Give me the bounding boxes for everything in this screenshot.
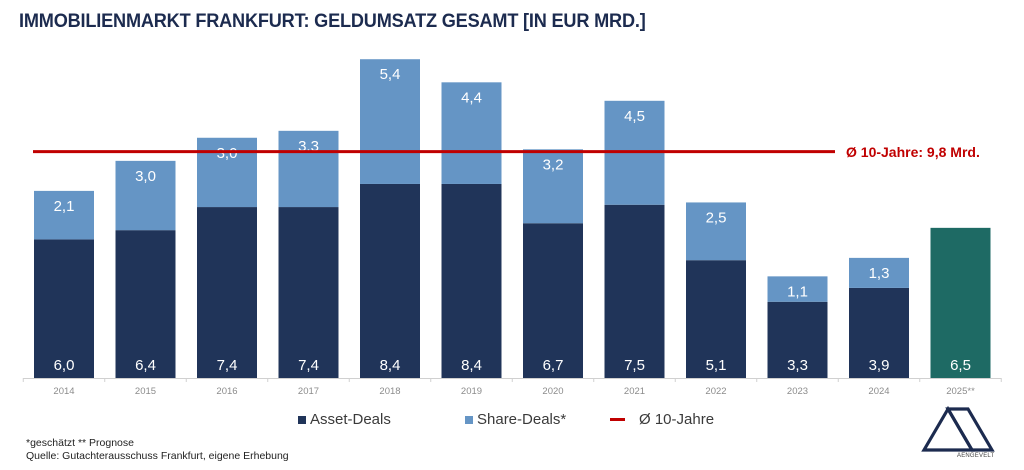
share-deals-bar [849,257,909,288]
legend-label: Ø 10-Jahre [639,411,715,428]
share-deals-swatch [465,415,473,424]
share-deals-value-label: 3,0 [135,168,156,185]
x-tick-label: 2018 [379,386,400,397]
share-deals-value-label: 1,1 [787,283,808,300]
asset-deals-value-label: 7,4 [217,357,238,374]
footnote-source: Quelle: Gutachterausschuss Frankfurt, ei… [26,450,289,462]
share-deals-value-label: 3,2 [543,156,564,173]
share-deals-bar [523,149,583,224]
asset-deals-value-label: 3,9 [869,357,890,374]
asset-deals-bar [523,223,583,378]
asset-deals-bar [278,207,339,378]
legend: Asset-Deals Share-Deals* Ø 10-Jahre [0,411,1024,431]
legend-item-share-deals: Share-Deals* [465,411,566,428]
legend-item-asset-deals: Asset-Deals [298,411,391,428]
share-deals-value-label: 4,5 [624,108,645,125]
asset-deals-bar [34,239,94,378]
x-tick-label: 2014 [53,386,74,397]
x-tick-label: 2016 [216,386,237,397]
share-deals-bar [197,137,257,208]
chart-title: IMMOBILIENMARKT FRANKFURT: GELDUMSATZ GE… [19,10,646,32]
x-tick-label: 2025** [946,386,975,397]
asset-deals-bar [767,301,828,378]
share-deals-bar [767,276,828,302]
asset-deals-bar [115,230,176,378]
x-axis: 2014 2015 2016 2017 2018 2019 2020 2021 2022 2023… [22,378,1002,397]
asset-deals-bar [849,287,909,378]
asset-deals-value-label: 6,7 [543,357,564,374]
asset-deals-value-label: 7,5 [624,357,645,374]
asset-deals-value-label: 6,5 [950,357,971,374]
asset-deals-swatch [298,415,306,424]
x-tick-label: 2024 [868,386,889,397]
share-deals-value-label: 1,3 [869,265,890,282]
legend-label: Share-Deals* [477,411,567,428]
share-deals-value-label: 2,1 [54,198,75,215]
share-deals-bar [278,130,339,208]
asset-deals-value-label: 5,1 [706,357,727,374]
asset-deals-value-label: 8,4 [461,357,482,374]
asset-deals-bar [360,183,420,378]
x-tick-label: 2021 [624,386,645,397]
logo-text: AENGEVELT [957,453,995,459]
asset-deals-bar [197,207,257,378]
share-deals-value-label: 4,4 [461,89,482,106]
asset-deals-bar [441,183,502,378]
legend-label: Asset-Deals [310,411,391,428]
asset-deals-bar [604,204,665,378]
average-line-label: Ø 10-Jahre: 9,8 Mrd. [846,144,980,160]
asset-deals-value-label: 6,4 [135,357,156,374]
share-deals-bar [360,59,420,184]
aengevelt-logo-icon [921,405,995,452]
share-deals-bar [686,202,746,261]
asset-deals-bar [686,260,746,378]
footnote-legend: *geschätzt ** Prognose [26,437,134,449]
share-deals-bar [115,160,176,231]
x-tick-label: 2020 [542,386,563,397]
share-deals-value-label: 2,5 [706,209,727,226]
average-line-swatch [610,418,625,421]
legend-item-average: Ø 10-Jahre [610,411,714,428]
share-deals-value-label: 3,0 [217,145,238,162]
asset-deals-value-label: 3,3 [787,357,808,374]
asset-deals-value-label: 6,0 [54,357,75,374]
asset-deals-value-label: 8,4 [380,357,401,374]
share-deals-bar [34,190,94,240]
share-deals-value-label: 5,4 [380,66,401,83]
bars-group: 6,0 2,1 6,4 3,0 7,4 3,0 7,4 3,3 8,4 5,4 8,4 4,4 6,7 3… [34,59,991,378]
average-line-group: Ø 10-Jahre: 9,8 Mrd. [33,144,980,160]
asset-deals-value-label: 7,4 [298,357,319,374]
share-deals-bar [441,82,502,184]
x-tick-label: 2015 [135,386,156,397]
x-tick-label: 2023 [787,386,808,397]
x-tick-label: 2017 [298,386,319,397]
x-tick-label: 2019 [461,386,482,397]
forecast-bar [930,227,991,378]
x-tick-label: 2022 [705,386,726,397]
